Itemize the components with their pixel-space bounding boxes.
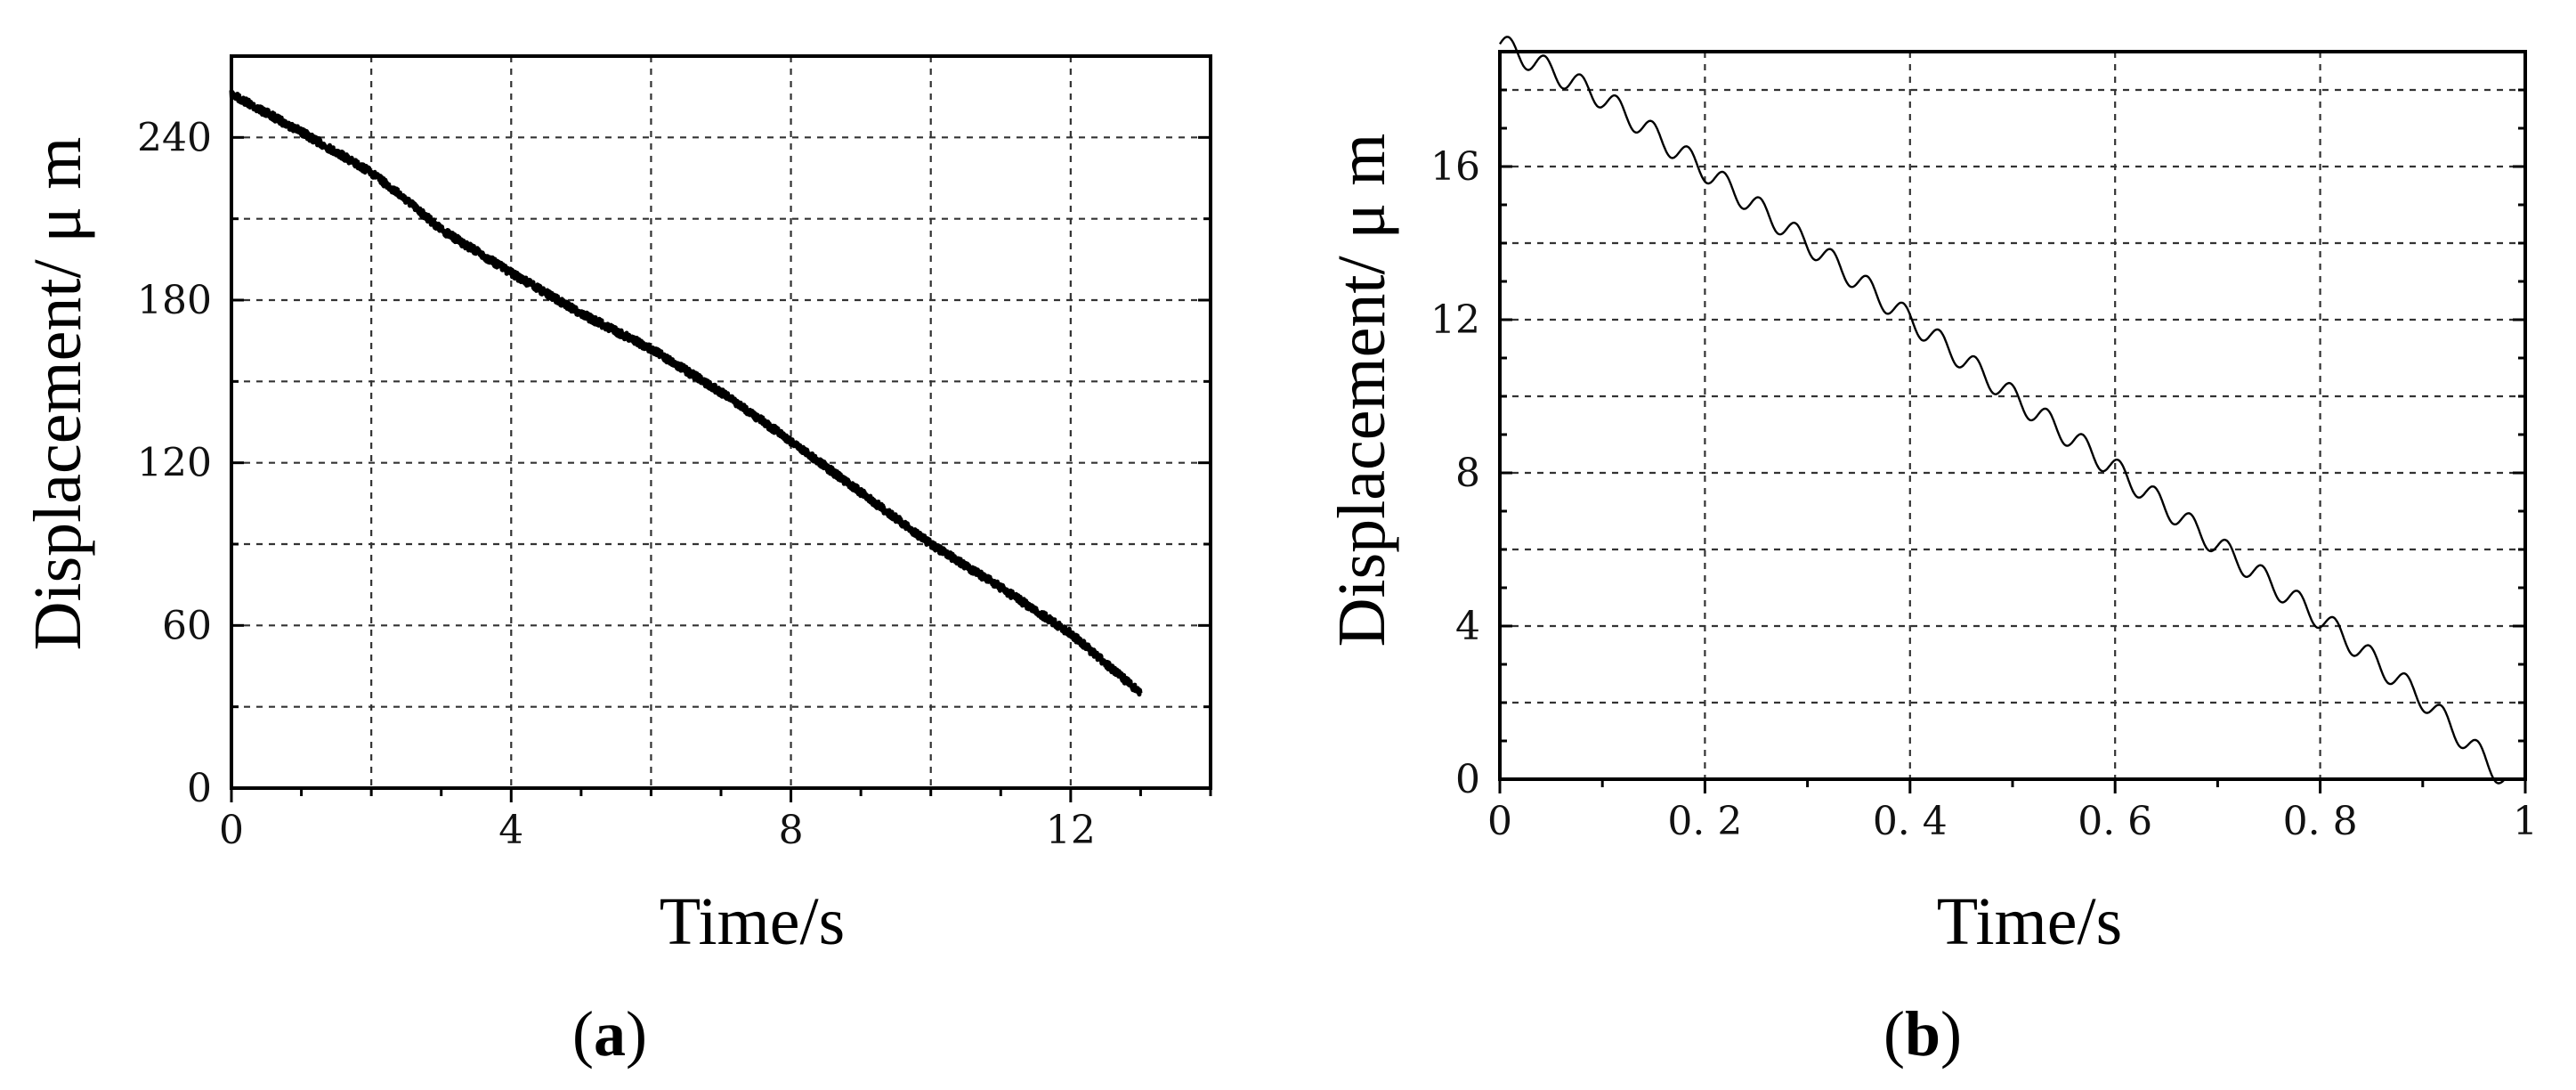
- y-tick-label: 240: [137, 115, 212, 160]
- y-tick-label: 16: [1430, 144, 1480, 190]
- panel-b-series-line: [1499, 36, 2506, 785]
- y-tick-label: 60: [162, 603, 212, 648]
- panel-b: 0 0. 2 0. 4 0. 6 0. 8 1 0 4 8 12 16 Time/s Displa…: [1324, 36, 2538, 1070]
- panel-a: 0 4 8 12 0 60 120 180 240 Time/s Displacement/ …: [20, 54, 1212, 1070]
- panel-b-label: (b): [1883, 998, 1962, 1070]
- panel-b-ticks: [1498, 50, 2527, 793]
- y-tick-label: 120: [137, 441, 212, 486]
- panel-a-y-axis-title: Displacement/ μ m: [20, 137, 95, 651]
- x-tick-label: 4: [498, 808, 523, 853]
- panel-a-series-line: [229, 90, 1143, 697]
- x-tick-label: 0: [219, 808, 244, 853]
- panel-b-x-axis-title: Time/s: [1937, 884, 2122, 959]
- panel-b-y-axis-title: Displacement/ μ m: [1324, 134, 1399, 647]
- panel-a-xtick-labels: 0 4 8 12: [219, 808, 1096, 853]
- x-tick-label: 0. 4: [1873, 799, 1948, 844]
- panel-a-label: (a): [572, 998, 647, 1070]
- panel-b-xtick-labels: 0 0. 2 0. 4 0. 6 0. 8 1: [1487, 799, 2538, 844]
- y-tick-label: 4: [1455, 604, 1480, 649]
- x-tick-label: 0: [1487, 799, 1512, 844]
- panel-a-frame: [230, 54, 1212, 790]
- y-tick-label: 0: [1455, 757, 1480, 802]
- panel-b-label-letter: b: [1905, 998, 1940, 1070]
- x-tick-label: 8: [779, 808, 804, 853]
- panel-b-grid: [1500, 52, 2525, 779]
- panel-a-ytick-labels: 0 60 120 180 240: [137, 115, 212, 811]
- x-tick-label: 12: [1046, 808, 1096, 853]
- y-tick-label: 0: [187, 766, 212, 811]
- y-tick-label: 12: [1430, 297, 1480, 343]
- panel-b-ytick-labels: 0 4 8 12 16: [1430, 144, 1480, 802]
- panel-a-label-letter: a: [594, 998, 626, 1070]
- y-tick-label: 8: [1455, 451, 1480, 496]
- x-tick-label: 0. 6: [2078, 799, 2152, 844]
- panel-b-frame: [1498, 50, 2527, 781]
- x-tick-label: 0. 8: [2283, 799, 2358, 844]
- panel-a-grid: [231, 56, 1211, 788]
- x-tick-label: 0. 2: [1667, 799, 1742, 844]
- x-tick-label: 1: [2513, 799, 2538, 844]
- panel-a-x-axis-title: Time/s: [660, 884, 845, 959]
- y-tick-label: 180: [137, 278, 212, 323]
- panel-a-ticks: [230, 54, 1212, 802]
